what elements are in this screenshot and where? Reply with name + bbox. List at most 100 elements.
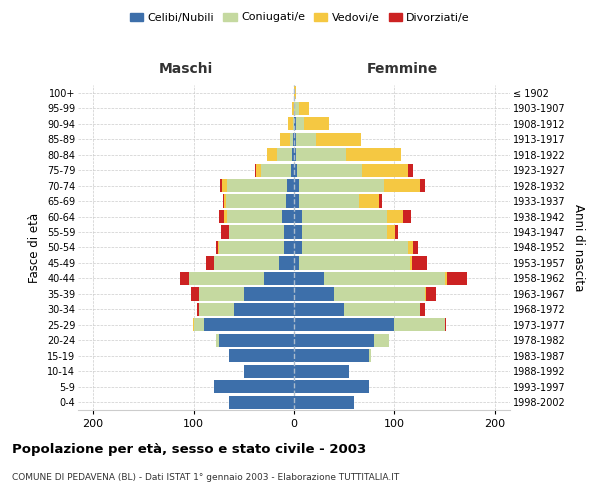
Bar <box>294 303 344 316</box>
Bar <box>379 194 382 207</box>
Bar <box>362 164 407 176</box>
Bar <box>302 241 407 254</box>
Bar <box>294 334 374 347</box>
Bar <box>193 318 194 332</box>
Bar <box>297 164 362 176</box>
Bar <box>291 164 294 176</box>
Legend: Celibi/Nubili, Coniugati/e, Vedovi/e, Divorziati/e: Celibi/Nubili, Coniugati/e, Vedovi/e, Di… <box>125 8 475 27</box>
Bar <box>197 303 199 316</box>
Bar <box>294 86 296 100</box>
Bar <box>395 226 398 238</box>
Bar <box>261 164 291 176</box>
Bar <box>227 210 282 223</box>
Bar <box>199 288 244 300</box>
Bar <box>181 272 188 285</box>
Bar <box>299 194 359 207</box>
Bar <box>221 179 227 192</box>
Bar <box>277 148 292 161</box>
Bar <box>229 350 294 362</box>
Bar <box>264 272 294 285</box>
Bar <box>294 117 296 130</box>
Bar <box>324 272 445 285</box>
Bar <box>287 179 294 192</box>
Bar <box>267 148 277 161</box>
Bar <box>220 179 221 192</box>
Bar <box>425 288 436 300</box>
Bar <box>410 256 412 270</box>
Bar <box>419 179 425 192</box>
Bar <box>223 194 224 207</box>
Bar <box>284 226 294 238</box>
Bar <box>294 396 354 409</box>
Bar <box>288 117 293 130</box>
Y-axis label: Fasce di età: Fasce di età <box>28 212 41 282</box>
Bar <box>244 288 294 300</box>
Bar <box>194 318 203 332</box>
Bar <box>296 148 346 161</box>
Bar <box>229 396 294 409</box>
Bar <box>294 132 296 145</box>
Bar <box>445 272 447 285</box>
Bar <box>370 350 371 362</box>
Bar <box>334 288 425 300</box>
Bar <box>388 210 403 223</box>
Bar <box>407 164 413 176</box>
Bar <box>224 210 227 223</box>
Bar <box>214 256 279 270</box>
Bar <box>419 303 425 316</box>
Bar <box>218 210 224 223</box>
Bar <box>188 272 264 285</box>
Bar <box>294 148 296 161</box>
Text: Maschi: Maschi <box>159 62 213 76</box>
Bar <box>294 256 299 270</box>
Bar <box>296 117 304 130</box>
Bar <box>226 194 286 207</box>
Bar <box>445 318 446 332</box>
Bar <box>294 241 302 254</box>
Bar <box>294 194 299 207</box>
Text: Femmine: Femmine <box>367 62 437 76</box>
Bar <box>282 210 294 223</box>
Bar <box>388 226 395 238</box>
Bar <box>244 364 294 378</box>
Bar <box>294 350 370 362</box>
Bar <box>279 256 294 270</box>
Bar <box>302 226 388 238</box>
Bar <box>284 241 294 254</box>
Bar <box>394 318 445 332</box>
Bar <box>214 380 294 394</box>
Bar <box>385 179 419 192</box>
Bar <box>374 334 389 347</box>
Bar <box>221 226 229 238</box>
Bar <box>346 148 401 161</box>
Bar <box>292 102 294 115</box>
Bar <box>256 164 261 176</box>
Bar <box>407 241 413 254</box>
Y-axis label: Anni di nascita: Anni di nascita <box>572 204 585 291</box>
Bar <box>304 117 329 130</box>
Bar <box>294 318 394 332</box>
Bar <box>302 210 388 223</box>
Bar <box>234 303 294 316</box>
Bar <box>316 132 361 145</box>
Bar <box>299 179 385 192</box>
Bar <box>447 272 467 285</box>
Bar <box>255 164 256 176</box>
Bar <box>294 179 299 192</box>
Bar <box>294 210 302 223</box>
Bar <box>215 334 218 347</box>
Bar <box>294 226 302 238</box>
Bar <box>294 288 334 300</box>
Bar <box>413 241 418 254</box>
Bar <box>224 194 226 207</box>
Text: Popolazione per età, sesso e stato civile - 2003: Popolazione per età, sesso e stato civil… <box>12 442 366 456</box>
Bar <box>227 179 287 192</box>
Bar <box>294 164 297 176</box>
Bar <box>286 194 294 207</box>
Bar <box>290 132 293 145</box>
Bar <box>299 102 309 115</box>
Bar <box>191 288 199 300</box>
Bar <box>359 194 379 207</box>
Bar <box>206 256 214 270</box>
Bar <box>293 132 294 145</box>
